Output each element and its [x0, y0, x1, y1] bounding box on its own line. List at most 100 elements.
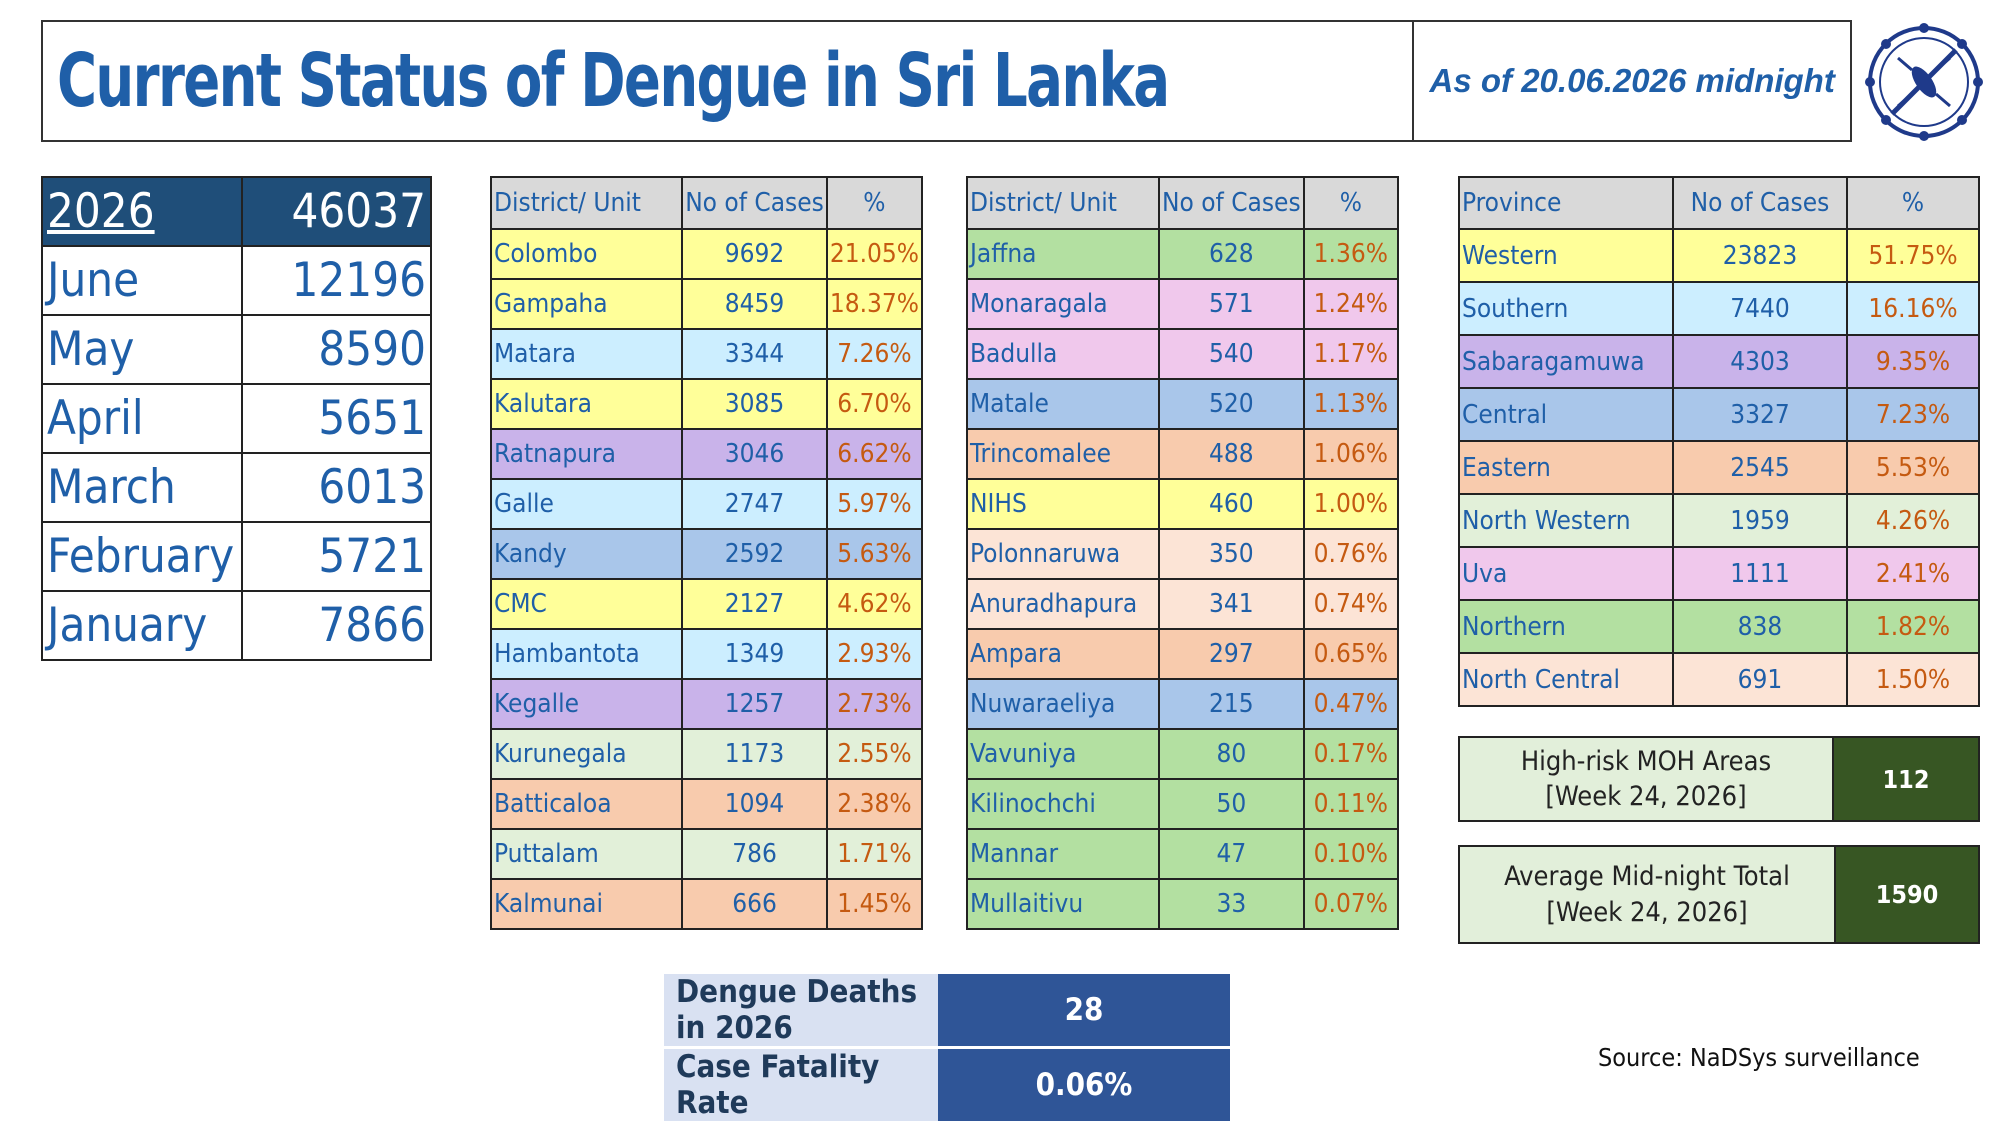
table-row: Uva 1111 2.41% — [1458, 546, 1980, 601]
row-percent: 1.13% — [1302, 378, 1400, 430]
average-midnight-box: Average Mid-night Total [Week 24, 2026] … — [1458, 845, 1980, 944]
table-row: Gampaha 8459 18.37% — [489, 278, 924, 330]
row-name: Trincomalee — [966, 428, 1160, 480]
row-name: Central — [1458, 387, 1674, 442]
as-of-date: As of 20.06.2026 midnight — [1429, 62, 1835, 99]
month-value: 7866 — [241, 590, 432, 661]
month-label: June — [41, 245, 243, 316]
row-name: NIHS — [966, 478, 1160, 530]
cfr-row: Case Fatality Rate 0.06% — [664, 1047, 1230, 1124]
high-risk-label-line1: High-risk MOH Areas — [1520, 745, 1772, 777]
page-title: Current Status of Dengue in Sri Lanka — [57, 38, 1170, 124]
table-row: Kilinochchi 50 0.11% — [966, 778, 1400, 830]
row-name: Anuradhapura — [966, 578, 1160, 630]
month-label: May — [41, 314, 243, 385]
row-cases: 540 — [1158, 328, 1305, 380]
table-row: Southern 7440 16.16% — [1458, 281, 1980, 336]
month-label: March — [41, 452, 243, 523]
row-cases: 571 — [1158, 278, 1305, 330]
row-percent: 6.62% — [825, 428, 924, 480]
row-percent: 21.05% — [825, 228, 924, 280]
month-label: April — [41, 383, 243, 454]
row-cases: 460 — [1158, 478, 1305, 530]
row-percent: 0.74% — [1302, 578, 1400, 630]
table-row: Western 23823 51.75% — [1458, 228, 1980, 283]
row-cases: 4303 — [1672, 334, 1848, 389]
table-row: Matale 520 1.13% — [966, 378, 1400, 430]
month-row: March 6013 — [41, 452, 432, 523]
month-row: May 8590 — [41, 314, 432, 385]
row-cases: 3046 — [681, 428, 828, 480]
table-header-row: Province No of Cases % — [1458, 176, 1980, 230]
row-percent: 0.10% — [1302, 828, 1400, 880]
row-name: Mullaitivu — [966, 878, 1160, 930]
table-row: Nuwaraeliya 215 0.47% — [966, 678, 1400, 730]
column-header-percent: % — [825, 176, 924, 230]
month-label: February — [41, 521, 243, 592]
row-name: Monaragala — [966, 278, 1160, 330]
row-cases: 666 — [681, 878, 828, 930]
row-percent: 7.26% — [825, 328, 924, 380]
district-table-1: District/ Unit No of Cases % Colombo 9692… — [489, 176, 924, 930]
row-name: Matara — [489, 328, 684, 380]
row-cases: 838 — [1672, 599, 1848, 654]
row-name: Colombo — [489, 228, 684, 280]
average-midnight-value: 1590 — [1836, 847, 1978, 942]
table-row: Ratnapura 3046 6.62% — [489, 428, 924, 480]
table-row: Vavuniya 80 0.17% — [966, 728, 1400, 780]
row-percent: 0.07% — [1302, 878, 1400, 930]
month-row: April 5651 — [41, 383, 432, 454]
row-percent: 16.16% — [1846, 281, 1980, 336]
row-percent: 2.55% — [825, 728, 924, 780]
table-row: Trincomalee 488 1.06% — [966, 428, 1400, 480]
row-name: Sabaragamuwa — [1458, 334, 1674, 389]
row-percent: 1.82% — [1846, 599, 1980, 654]
table-row: Anuradhapura 341 0.74% — [966, 578, 1400, 630]
row-cases: 7440 — [1672, 281, 1848, 336]
row-name: Eastern — [1458, 440, 1674, 495]
row-name: Polonnaruwa — [966, 528, 1160, 580]
column-header-cases: No of Cases — [1158, 176, 1305, 230]
row-percent: 1.36% — [1302, 228, 1400, 280]
row-cases: 341 — [1158, 578, 1305, 630]
table-row: Polonnaruwa 350 0.76% — [966, 528, 1400, 580]
row-cases: 1257 — [681, 678, 828, 730]
table-row: North Western 1959 4.26% — [1458, 493, 1980, 548]
row-name: Hambantota — [489, 628, 684, 680]
row-cases: 3344 — [681, 328, 828, 380]
month-value: 5651 — [241, 383, 432, 454]
table-row: Mannar 47 0.10% — [966, 828, 1400, 880]
table-row: NIHS 460 1.00% — [966, 478, 1400, 530]
row-percent: 7.23% — [1846, 387, 1980, 442]
row-percent: 2.93% — [825, 628, 924, 680]
row-percent: 0.47% — [1302, 678, 1400, 730]
row-cases: 47 — [1158, 828, 1305, 880]
table-row: Hambantota 1349 2.93% — [489, 628, 924, 680]
row-cases: 2747 — [681, 478, 828, 530]
table-row: Batticaloa 1094 2.38% — [489, 778, 924, 830]
row-percent: 4.62% — [825, 578, 924, 630]
column-header-district: District/ Unit — [966, 176, 1160, 230]
row-name: Kandy — [489, 528, 684, 580]
row-percent: 1.06% — [1302, 428, 1400, 480]
row-name: Batticaloa — [489, 778, 684, 830]
row-percent: 2.38% — [825, 778, 924, 830]
month-value: 5721 — [241, 521, 432, 592]
month-label-text: April — [47, 391, 144, 446]
high-risk-label-line2: [Week 24, 2026] — [1545, 781, 1747, 812]
table-header-row: District/ Unit No of Cases % — [489, 176, 924, 230]
row-percent: 2.41% — [1846, 546, 1980, 601]
monthly-totals-table: 2026 46037 June 12196 May 8590 April 5651 March 6… — [41, 176, 432, 661]
row-cases: 2545 — [1672, 440, 1848, 495]
row-name: Mannar — [966, 828, 1160, 880]
row-cases: 8459 — [681, 278, 828, 330]
table-row: Sabaragamuwa 4303 9.35% — [1458, 334, 1980, 389]
high-risk-moh-box: High-risk MOH Areas [Week 24, 2026] 112 — [1458, 736, 1980, 822]
row-name: Kalmunai — [489, 878, 684, 930]
row-name: Galle — [489, 478, 684, 530]
average-midnight-label-line2: [Week 24, 2026] — [1546, 896, 1748, 928]
month-value: 8590 — [241, 314, 432, 385]
row-name: Kegalle — [489, 678, 684, 730]
table-row: Kandy 2592 5.63% — [489, 528, 924, 580]
row-name: Kurunegala — [489, 728, 684, 780]
